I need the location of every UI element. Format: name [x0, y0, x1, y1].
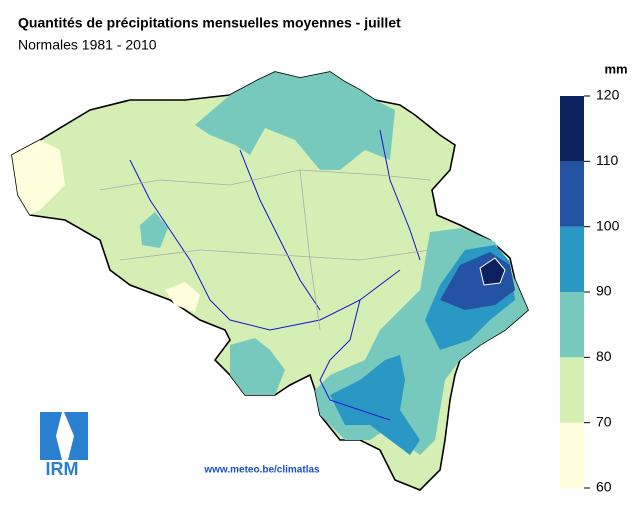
legend-tick-label: 70 — [596, 413, 612, 429]
borders — [99, 169, 431, 331]
logo-text: IRM — [46, 459, 79, 479]
legend-unit: mm — [604, 61, 627, 76]
legend-tick-label: 60 — [596, 479, 612, 495]
title: Quantités de précipitations mensuelles m… — [18, 15, 401, 31]
zone-90-100 — [330, 355, 420, 455]
legend: 60 70 80 90 100 110 120 — [560, 87, 620, 495]
legend-swatch — [560, 96, 584, 162]
legend-tick-label: 110 — [596, 152, 619, 168]
legend-swatch — [560, 161, 584, 227]
legend-tick-label: 100 — [596, 217, 620, 233]
zone-60-70 — [12, 140, 65, 215]
legend-swatch — [560, 292, 584, 358]
legend-swatch — [560, 226, 584, 292]
legend-tick-label: 80 — [596, 348, 612, 364]
legend-swatch — [560, 357, 584, 423]
zone-80-90 — [195, 72, 395, 170]
map — [11, 71, 529, 491]
rivers — [129, 129, 421, 421]
source: www.meteo.be/climatlas — [203, 465, 320, 476]
logo: IRM — [40, 412, 88, 479]
zone-80-90 — [230, 338, 285, 395]
subtitle: Normales 1981 - 2010 — [18, 37, 157, 53]
legend-swatch — [560, 422, 584, 488]
zone-60-70 — [165, 282, 200, 312]
legend-tick-label: 90 — [596, 283, 612, 299]
zone-80-90 — [140, 212, 168, 248]
legend-tick-label: 120 — [596, 87, 620, 103]
zone-110-120 — [479, 257, 506, 286]
